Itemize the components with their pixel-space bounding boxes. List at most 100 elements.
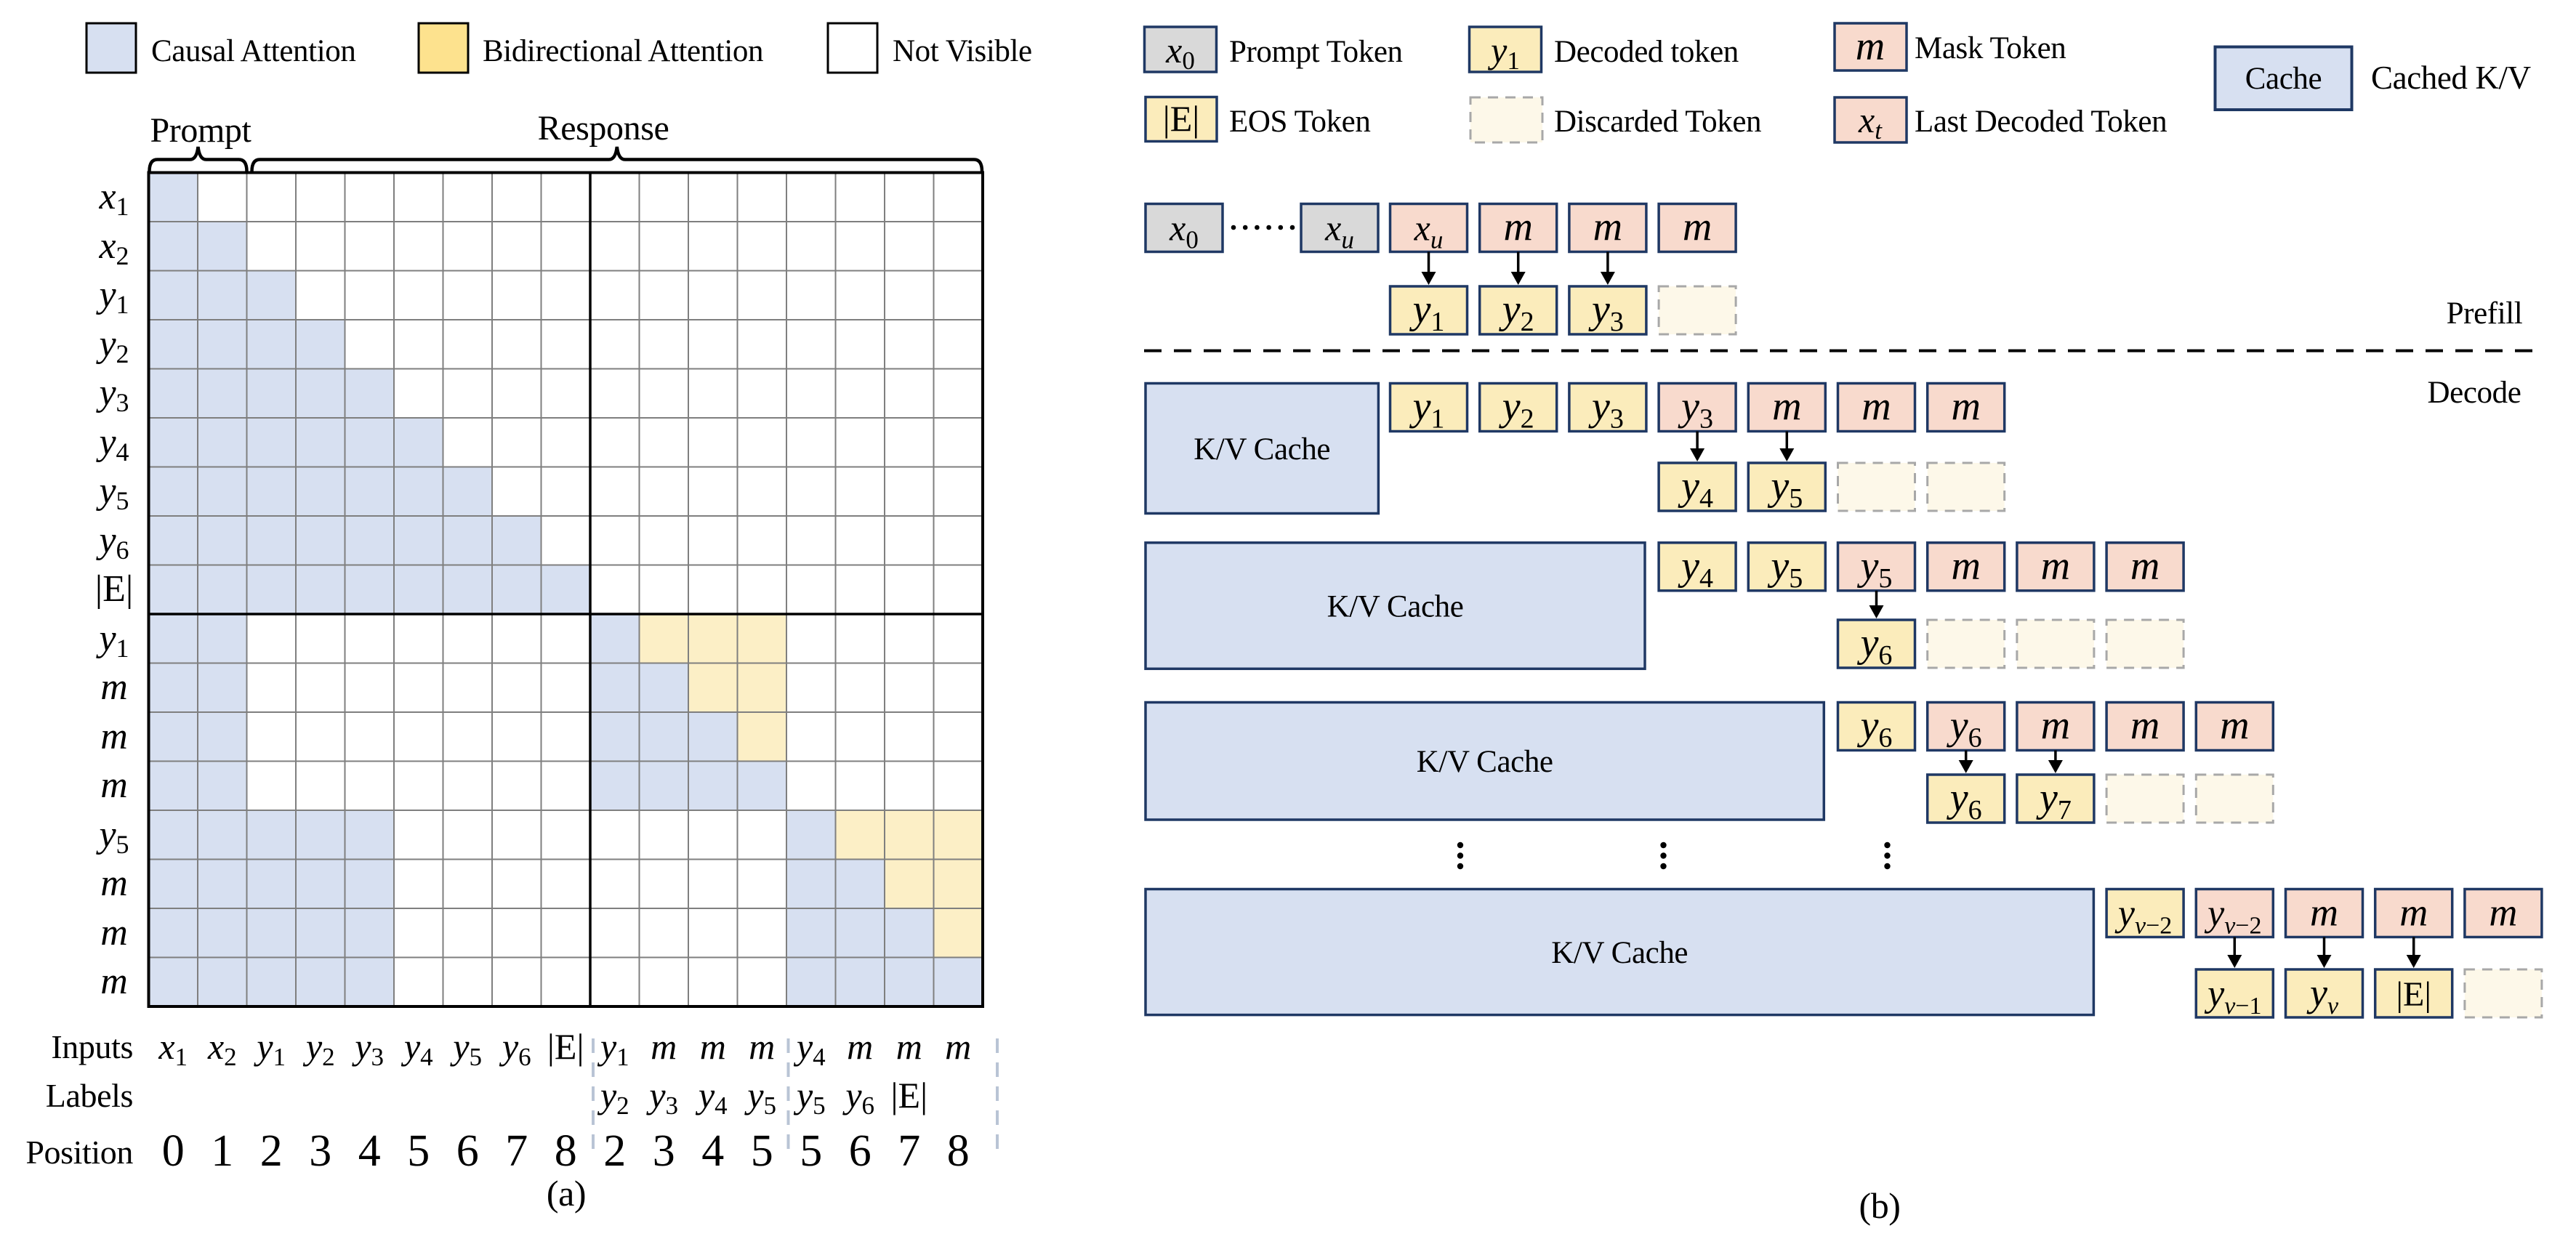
svg-text:|E|: |E|	[1163, 98, 1200, 139]
svg-text:yv−1: yv−1	[2204, 973, 2261, 1020]
svg-text:y3: y3	[95, 372, 129, 417]
svg-text:x1: x1	[98, 176, 129, 221]
svg-text:m: m	[100, 863, 128, 904]
svg-text:y5: y5	[1857, 544, 1893, 594]
svg-text:(a): (a)	[547, 1173, 586, 1214]
svg-text:Inputs: Inputs	[51, 1028, 133, 1065]
svg-text:y5: y5	[793, 1075, 826, 1120]
svg-text:y1: y1	[1409, 384, 1445, 435]
svg-text:y3: y3	[1588, 287, 1624, 337]
svg-text:K/V Cache: K/V Cache	[1327, 590, 1464, 624]
svg-text:y4: y4	[95, 421, 129, 467]
svg-text:5: 5	[407, 1126, 430, 1176]
svg-text:m: m	[2130, 703, 2160, 748]
svg-text:y7: y7	[2036, 775, 2072, 826]
svg-text:y5: y5	[744, 1075, 776, 1120]
svg-text:y1: y1	[597, 1026, 629, 1071]
svg-text:Prompt: Prompt	[150, 111, 252, 150]
svg-text:y5: y5	[1767, 544, 1803, 594]
svg-text:Last Decoded Token: Last Decoded Token	[1915, 105, 2167, 139]
svg-text:7: 7	[505, 1126, 528, 1176]
svg-text:6: 6	[849, 1126, 872, 1176]
svg-text:Not Visible: Not Visible	[893, 34, 1032, 68]
svg-text:8: 8	[555, 1126, 577, 1176]
svg-text:0: 0	[162, 1126, 185, 1176]
svg-text:m: m	[100, 716, 128, 757]
svg-text:m: m	[1951, 384, 1980, 429]
svg-text:Decode: Decode	[2428, 376, 2521, 410]
svg-text:m: m	[1503, 205, 1532, 250]
svg-text:xu: xu	[1324, 208, 1354, 254]
svg-text:Causal Attention: Causal Attention	[151, 34, 355, 68]
svg-text:xu: xu	[1414, 208, 1444, 254]
svg-text:|E|: |E|	[95, 568, 134, 610]
svg-text:EOS Token: EOS Token	[1229, 105, 1370, 139]
svg-text:Position: Position	[25, 1134, 133, 1171]
svg-text:4: 4	[358, 1126, 381, 1176]
svg-text:y1: y1	[1487, 30, 1520, 75]
svg-text:y1: y1	[95, 274, 129, 319]
svg-text:m: m	[945, 1026, 971, 1067]
svg-text:m: m	[100, 961, 128, 1002]
svg-text:y4: y4	[695, 1075, 728, 1120]
svg-text:y1: y1	[95, 618, 129, 663]
svg-text:y1: y1	[253, 1026, 286, 1071]
svg-text:Prefill: Prefill	[2447, 296, 2523, 331]
svg-text:K/V Cache: K/V Cache	[1551, 936, 1688, 970]
svg-text:5: 5	[751, 1126, 773, 1176]
svg-text:m: m	[2399, 891, 2428, 935]
svg-text:m: m	[100, 912, 128, 953]
svg-text:5: 5	[800, 1126, 822, 1176]
svg-text:m: m	[1683, 205, 1712, 250]
svg-text:y6: y6	[499, 1026, 531, 1071]
svg-text:Discarded Token: Discarded Token	[1554, 105, 1761, 139]
svg-text:m: m	[1951, 544, 1980, 589]
svg-text:2: 2	[260, 1126, 283, 1176]
svg-text:y1: y1	[1409, 287, 1445, 337]
svg-text:K/V Cache: K/V Cache	[1417, 745, 1553, 779]
svg-text:8: 8	[947, 1126, 970, 1176]
svg-text:y5: y5	[1767, 464, 1803, 514]
svg-text:xt: xt	[1858, 100, 1883, 145]
svg-text:m: m	[2310, 891, 2338, 935]
svg-text:m: m	[100, 764, 128, 806]
svg-text:(b): (b)	[1859, 1185, 1900, 1226]
svg-text:Prompt Token: Prompt Token	[1229, 35, 1403, 69]
svg-text:y5: y5	[95, 814, 129, 859]
svg-text:y5: y5	[449, 1026, 482, 1071]
svg-text:y6: y6	[1857, 703, 1893, 754]
svg-text:Labels: Labels	[46, 1077, 133, 1114]
svg-text:y2: y2	[1499, 384, 1534, 435]
svg-text:|E|: |E|	[891, 1075, 928, 1115]
svg-text:y3: y3	[1588, 384, 1624, 435]
svg-text:y6: y6	[1947, 703, 1982, 754]
svg-text:y3: y3	[645, 1075, 678, 1120]
svg-text:m: m	[651, 1026, 677, 1067]
svg-text:3: 3	[653, 1126, 675, 1176]
svg-text:m: m	[1593, 205, 1622, 250]
svg-text:x0: x0	[1165, 30, 1195, 75]
svg-text:2: 2	[603, 1126, 626, 1176]
svg-text:6: 6	[456, 1126, 479, 1176]
svg-text:yv: yv	[2306, 971, 2339, 1020]
svg-text:Bidirectional Attention: Bidirectional Attention	[483, 34, 763, 68]
svg-text:y6: y6	[842, 1075, 874, 1120]
svg-text:y2: y2	[95, 323, 129, 368]
svg-text:y4: y4	[793, 1026, 826, 1071]
svg-text:x1: x1	[158, 1026, 188, 1071]
svg-text:m: m	[700, 1026, 726, 1067]
svg-text:m: m	[1856, 24, 1885, 69]
svg-text:y6: y6	[95, 520, 129, 565]
svg-text:m: m	[100, 666, 128, 708]
svg-text:y4: y4	[1678, 464, 1713, 514]
svg-text:1: 1	[211, 1126, 233, 1176]
svg-text:m: m	[1861, 384, 1891, 429]
svg-text:y6: y6	[1947, 775, 1982, 826]
svg-text:x0: x0	[1169, 208, 1199, 254]
svg-text:|E|: |E|	[547, 1026, 584, 1067]
svg-text:x2: x2	[207, 1026, 237, 1071]
svg-text:m: m	[2041, 703, 2070, 748]
svg-text:m: m	[2489, 891, 2517, 935]
svg-text:y3: y3	[351, 1026, 384, 1071]
svg-text:m: m	[2130, 544, 2160, 589]
